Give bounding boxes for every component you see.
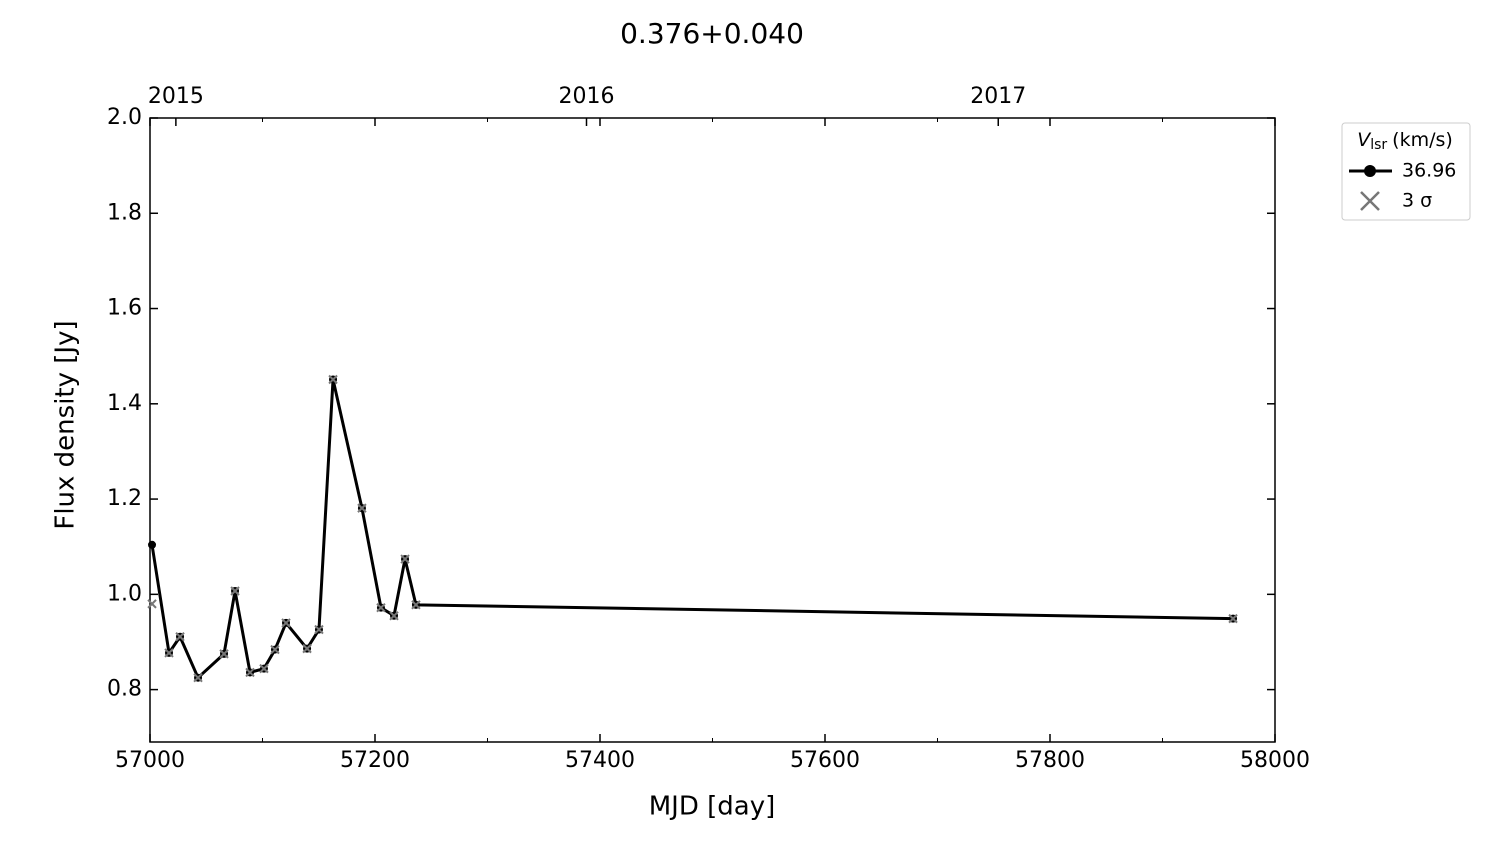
x2-tick-label: 2017	[970, 84, 1026, 109]
y-tick-label: 1.8	[107, 200, 142, 225]
x-tick-label: 57600	[790, 748, 860, 773]
legend-title: Vlsr (km/s)	[1357, 129, 1453, 154]
x-axis-label: MJD [day]	[649, 792, 776, 822]
chart-title: 0.376+0.040	[620, 17, 804, 50]
x2-tick-label: 2015	[148, 84, 204, 109]
y-tick-label: 0.8	[107, 677, 142, 702]
x2-tick-label: 2016	[559, 84, 615, 109]
legend-marker	[1364, 165, 1376, 177]
cross-marker	[389, 611, 399, 621]
cross-marker	[357, 503, 367, 513]
point-marker	[148, 540, 157, 549]
legend-title-unit: (km/s)	[1392, 129, 1453, 151]
cross-marker	[314, 624, 324, 635]
y-tick-label: 1.2	[107, 486, 142, 511]
legend-title-subscript: lsr	[1370, 137, 1387, 153]
legend-marker	[1360, 191, 1380, 211]
cross-marker	[259, 663, 269, 674]
cross-marker	[175, 632, 185, 642]
x-tick-label: 57000	[115, 748, 185, 773]
cross-marker	[245, 667, 255, 678]
cross-marker	[164, 648, 174, 658]
cross-marker	[411, 600, 421, 610]
y-tick-label: 1.6	[107, 296, 142, 321]
cross-marker	[1228, 613, 1238, 624]
legend-title-symbol: V	[1357, 129, 1372, 151]
cross-marker	[302, 643, 312, 654]
legend-label: 3 σ	[1402, 190, 1432, 212]
cross-marker	[376, 602, 386, 613]
legend-label: 36.96	[1402, 160, 1456, 182]
x-tick-label: 57200	[340, 748, 410, 773]
x-tick-label: 57400	[565, 748, 635, 773]
y-tick-label: 1.4	[107, 391, 142, 416]
cross-marker	[219, 649, 229, 659]
x-tick-label: 58000	[1240, 748, 1310, 773]
series-line	[150, 378, 1234, 680]
cross-marker	[230, 586, 240, 596]
cross-marker	[281, 618, 291, 628]
y-tick-label: 1.0	[107, 581, 142, 606]
x-tick-label: 57800	[1015, 748, 1085, 773]
legend: Vlsr (km/s) 36.96 3 σ	[1341, 122, 1471, 221]
cross-marker	[400, 554, 410, 564]
cross-marker	[193, 672, 203, 683]
cross-marker	[328, 374, 338, 385]
plot-frame	[149, 117, 1276, 743]
y-axis-label: Flux density [Jy]	[51, 320, 81, 529]
y-tick-label: 2.0	[107, 105, 142, 130]
cross-marker	[147, 599, 157, 609]
cross-marker	[270, 644, 280, 655]
